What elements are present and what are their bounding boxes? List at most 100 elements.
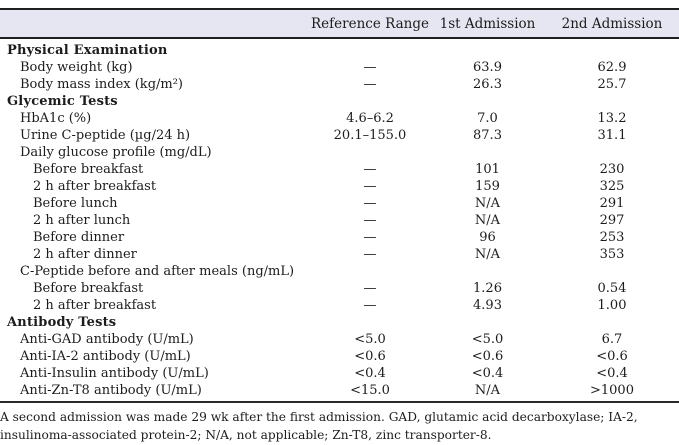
row-reference-range: —	[363, 77, 377, 92]
row-label: Physical Examination	[7, 43, 168, 58]
table-row: Before dinner — 96 253	[0, 229, 679, 246]
table-row: 2 h after breakfast — 159 325	[0, 178, 679, 195]
table-row: Daily glucose profile (mg/dL)	[0, 144, 679, 161]
table-row: Anti-IA-2 antibody (U/mL) <0.6 <0.6 <0.6	[0, 348, 679, 365]
table-row: 2 h after breakfast — 4.93 1.00	[0, 297, 679, 314]
row-second-admission: 6.7	[601, 332, 623, 347]
row-label: Body weight (kg)	[20, 60, 133, 75]
header-bottom-rule	[0, 37, 679, 39]
row-first-admission: <0.4	[471, 366, 504, 381]
row-reference-range: —	[363, 60, 377, 75]
table-header-row: Reference Range 1st Admission 2nd Admiss…	[0, 10, 679, 37]
row-first-admission: 7.0	[477, 111, 498, 126]
row-label: Before breakfast	[33, 281, 144, 296]
table-row: 2 h after lunch — N/A 297	[0, 212, 679, 229]
row-second-admission: 253	[599, 230, 625, 245]
row-first-admission: 26.3	[473, 77, 502, 92]
row-label: Body mass index (kg/m²)	[20, 77, 184, 92]
row-second-admission: 291	[599, 196, 625, 211]
row-reference-range: —	[363, 196, 377, 211]
row-reference-range: <5.0	[354, 332, 386, 347]
row-label: 2 h after breakfast	[33, 298, 157, 313]
row-first-admission: 101	[475, 162, 500, 177]
row-label: Before dinner	[33, 230, 125, 245]
section-header-row: Physical Examination	[0, 42, 679, 59]
row-label: Urine C-peptide (µg/24 h)	[20, 128, 191, 143]
row-reference-range: —	[363, 213, 377, 228]
row-second-admission: >1000	[590, 383, 634, 398]
row-label: HbA1c (%)	[20, 111, 92, 126]
table-row: Body weight (kg) — 63.9 62.9	[0, 59, 679, 76]
row-label: Anti-Insulin antibody (U/mL)	[20, 366, 209, 381]
table-row: Anti-Insulin antibody (U/mL) <0.4 <0.4 <0.4	[0, 365, 679, 382]
row-reference-range: —	[363, 281, 377, 296]
row-reference-range: —	[363, 179, 377, 194]
row-label: Antibody Tests	[7, 315, 117, 330]
row-label: Before lunch	[33, 196, 118, 211]
row-second-admission: 13.2	[597, 111, 627, 126]
row-label: Before breakfast	[33, 162, 144, 177]
row-second-admission: <0.4	[596, 366, 628, 381]
row-second-admission: 1.00	[597, 298, 627, 313]
row-first-admission: N/A	[474, 196, 501, 211]
row-reference-range: <15.0	[350, 383, 390, 398]
table-row: Anti-Zn-T8 antibody (U/mL) <15.0 N/A >1000	[0, 382, 679, 399]
row-reference-range: 4.6–6.2	[346, 111, 394, 126]
row-first-admission: 96	[479, 230, 496, 245]
row-label: Anti-IA-2 antibody (U/mL)	[20, 349, 191, 364]
row-reference-range: —	[363, 230, 377, 245]
row-label: Anti-Zn-T8 antibody (U/mL)	[20, 383, 202, 398]
section-header-row: Glycemic Tests	[0, 93, 679, 110]
row-first-admission: N/A	[474, 383, 501, 398]
row-second-admission: 0.54	[597, 281, 627, 296]
row-first-admission: <5.0	[471, 332, 504, 347]
table-row: Before lunch — N/A 291	[0, 195, 679, 212]
table-row: Before breakfast — 101 230	[0, 161, 679, 178]
row-first-admission: 63.9	[473, 60, 502, 75]
row-label: Glycemic Tests	[7, 94, 118, 109]
table-bottom-rule	[0, 401, 679, 403]
row-second-admission: 325	[599, 179, 625, 194]
row-label: Anti-GAD antibody (U/mL)	[20, 332, 194, 347]
row-label: 2 h after breakfast	[33, 179, 157, 194]
table-row: 2 h after dinner — N/A 353	[0, 246, 679, 263]
row-first-admission: N/A	[474, 213, 501, 228]
row-label: C-Peptide before and after meals (ng/mL)	[20, 264, 295, 279]
col-header-first-admission: 1st Admission	[439, 15, 536, 32]
table-row: Urine C-peptide (µg/24 h) 20.1–155.0 87.3 3…	[0, 127, 679, 144]
row-first-admission: N/A	[474, 247, 501, 262]
row-reference-range: —	[363, 162, 377, 177]
table-row: Anti-GAD antibody (U/mL) <5.0 <5.0 6.7	[0, 331, 679, 348]
row-label: 2 h after lunch	[33, 213, 131, 228]
row-reference-range: —	[363, 247, 377, 262]
table-row: HbA1c (%) 4.6–6.2 7.0 13.2	[0, 110, 679, 127]
col-header-second-admission: 2nd Admission	[561, 15, 663, 32]
row-label: Daily glucose profile (mg/dL)	[20, 145, 212, 160]
table-row: Before breakfast — 1.26 0.54	[0, 280, 679, 297]
table-body: Physical Examination Body weight (kg) — 63.…	[0, 39, 679, 401]
row-reference-range: <0.4	[354, 366, 386, 381]
row-second-admission: 31.1	[597, 128, 627, 143]
row-reference-range: 20.1–155.0	[333, 128, 407, 143]
table-row: Body mass index (kg/m²) — 26.3 25.7	[0, 76, 679, 93]
table-row: C-Peptide before and after meals (ng/mL)	[0, 263, 679, 280]
row-first-admission: 87.3	[473, 128, 502, 143]
col-header-reference-range: Reference Range	[311, 15, 429, 32]
row-second-admission: 353	[599, 247, 625, 262]
row-second-admission: 62.9	[597, 60, 627, 75]
row-reference-range: <0.6	[354, 349, 386, 364]
table-footnote: A second admission was made 29 wk after …	[0, 410, 638, 442]
row-label: 2 h after dinner	[33, 247, 137, 262]
table-top-rule	[0, 8, 679, 10]
row-reference-range: —	[363, 298, 377, 313]
row-second-admission: 25.7	[597, 77, 627, 92]
row-first-admission: 159	[475, 179, 500, 194]
row-second-admission: <0.6	[596, 349, 628, 364]
row-first-admission: <0.6	[471, 349, 504, 364]
row-second-admission: 230	[599, 162, 625, 177]
section-header-row: Antibody Tests	[0, 314, 679, 331]
row-first-admission: 1.26	[473, 281, 502, 296]
row-first-admission: 4.93	[473, 298, 502, 313]
